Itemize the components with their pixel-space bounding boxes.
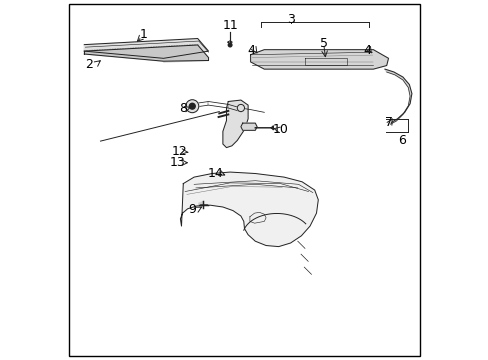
Text: 6: 6 <box>397 134 406 147</box>
Polygon shape <box>84 45 208 62</box>
Text: 11: 11 <box>222 19 238 32</box>
Text: 10: 10 <box>272 123 288 136</box>
Polygon shape <box>84 39 208 58</box>
Text: 4: 4 <box>247 44 255 57</box>
Bar <box>198 202 204 207</box>
Text: 13: 13 <box>170 156 185 169</box>
Text: 3: 3 <box>287 13 295 26</box>
Text: 9: 9 <box>188 203 196 216</box>
Polygon shape <box>241 123 257 130</box>
Polygon shape <box>180 172 318 247</box>
Circle shape <box>185 100 199 113</box>
Text: 14: 14 <box>207 167 223 180</box>
Polygon shape <box>384 69 411 124</box>
Text: 8: 8 <box>179 102 187 115</box>
Text: 4: 4 <box>362 44 370 57</box>
Text: 7: 7 <box>384 116 392 129</box>
Polygon shape <box>250 50 387 69</box>
Text: 1: 1 <box>140 28 147 41</box>
Circle shape <box>237 104 244 112</box>
Polygon shape <box>223 100 247 148</box>
Text: 2: 2 <box>85 58 93 71</box>
Text: 5: 5 <box>319 37 327 50</box>
Circle shape <box>228 43 231 47</box>
Text: 12: 12 <box>171 145 187 158</box>
Circle shape <box>189 103 195 109</box>
